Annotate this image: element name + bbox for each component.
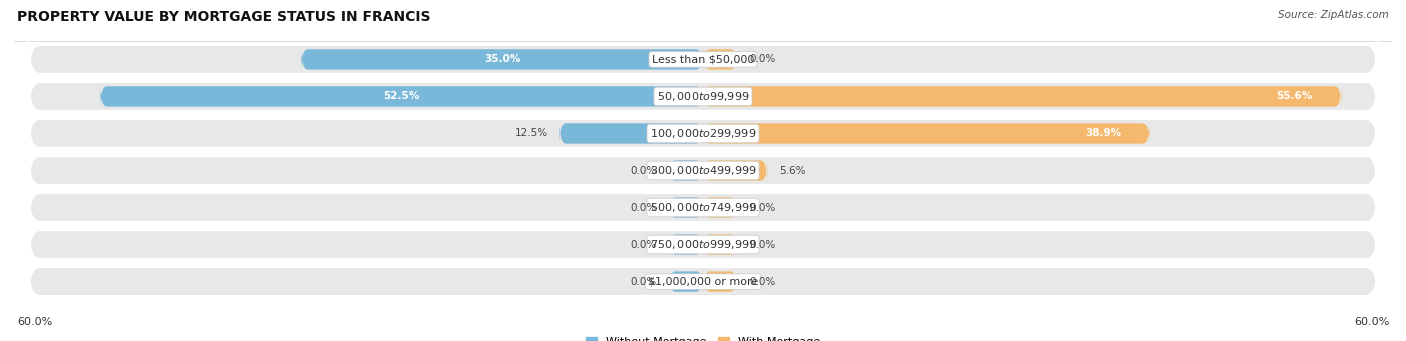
FancyBboxPatch shape (28, 111, 1378, 156)
Text: $300,000 to $499,999: $300,000 to $499,999 (650, 164, 756, 177)
Text: 35.0%: 35.0% (484, 55, 520, 64)
Text: 60.0%: 60.0% (17, 317, 52, 327)
FancyBboxPatch shape (28, 148, 1378, 193)
FancyBboxPatch shape (703, 47, 738, 72)
Text: Source: ZipAtlas.com: Source: ZipAtlas.com (1278, 10, 1389, 20)
FancyBboxPatch shape (28, 74, 1378, 119)
Text: $750,000 to $999,999: $750,000 to $999,999 (650, 238, 756, 251)
FancyBboxPatch shape (28, 185, 1378, 230)
Text: Less than $50,000: Less than $50,000 (652, 55, 754, 64)
FancyBboxPatch shape (28, 222, 1378, 267)
FancyBboxPatch shape (669, 233, 703, 256)
Text: 0.0%: 0.0% (631, 165, 657, 176)
FancyBboxPatch shape (703, 195, 738, 220)
Text: 12.5%: 12.5% (515, 129, 548, 138)
Text: 0.0%: 0.0% (749, 203, 775, 212)
Text: 52.5%: 52.5% (384, 91, 420, 102)
FancyBboxPatch shape (703, 269, 738, 294)
Text: $1,000,000 or more: $1,000,000 or more (648, 277, 758, 286)
Text: 60.0%: 60.0% (1354, 317, 1389, 327)
Text: 0.0%: 0.0% (749, 239, 775, 250)
Text: 5.6%: 5.6% (779, 165, 806, 176)
Text: $50,000 to $99,999: $50,000 to $99,999 (657, 90, 749, 103)
FancyBboxPatch shape (100, 85, 703, 108)
FancyBboxPatch shape (28, 259, 1378, 304)
FancyBboxPatch shape (301, 47, 703, 72)
Text: PROPERTY VALUE BY MORTGAGE STATUS IN FRANCIS: PROPERTY VALUE BY MORTGAGE STATUS IN FRA… (17, 10, 430, 24)
Text: $100,000 to $299,999: $100,000 to $299,999 (650, 127, 756, 140)
Text: 0.0%: 0.0% (631, 277, 657, 286)
Legend: Without Mortgage, With Mortgage: Without Mortgage, With Mortgage (582, 332, 824, 341)
FancyBboxPatch shape (669, 195, 703, 220)
Text: 0.0%: 0.0% (749, 55, 775, 64)
FancyBboxPatch shape (560, 121, 703, 146)
FancyBboxPatch shape (703, 159, 768, 182)
FancyBboxPatch shape (28, 37, 1378, 82)
FancyBboxPatch shape (669, 269, 703, 294)
Text: 38.9%: 38.9% (1085, 129, 1121, 138)
FancyBboxPatch shape (669, 159, 703, 182)
FancyBboxPatch shape (703, 233, 738, 256)
Text: $500,000 to $749,999: $500,000 to $749,999 (650, 201, 756, 214)
Text: 0.0%: 0.0% (631, 203, 657, 212)
Text: 55.6%: 55.6% (1277, 91, 1313, 102)
Text: 0.0%: 0.0% (631, 239, 657, 250)
Text: 0.0%: 0.0% (749, 277, 775, 286)
FancyBboxPatch shape (703, 85, 1341, 108)
FancyBboxPatch shape (703, 121, 1150, 146)
